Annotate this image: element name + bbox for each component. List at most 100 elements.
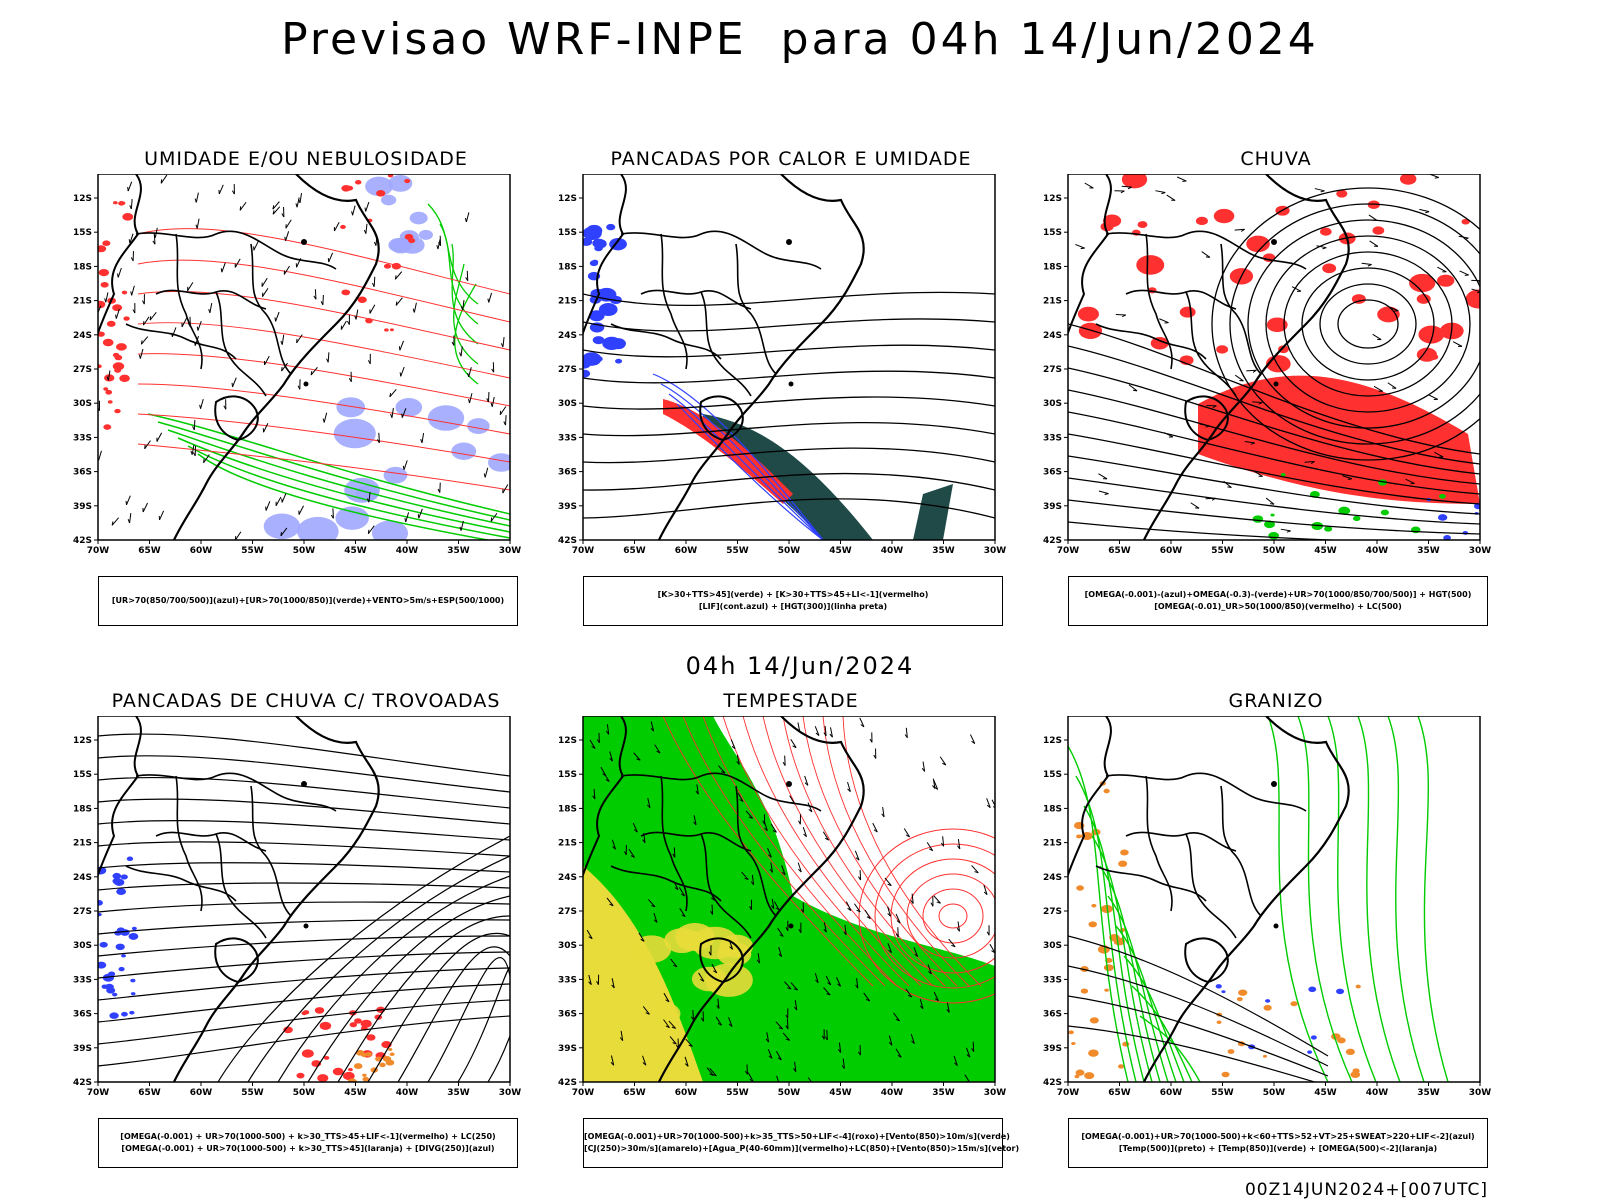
- country-border: [125, 323, 237, 360]
- field-patch: [112, 992, 118, 997]
- wind-vector-head: [402, 465, 405, 470]
- wind-vector-head: [284, 236, 287, 241]
- wind-vector-head: [132, 309, 136, 314]
- field-patch: [122, 213, 134, 221]
- legend-line: [OMEGA(-0.001)-(azul)+OMEGA(-0.3)-(verde…: [1084, 590, 1472, 599]
- wind-vector: [285, 231, 290, 241]
- y-tick-label: 15S: [1043, 770, 1062, 780]
- wind-vector: [469, 393, 473, 404]
- field-patch: [1246, 235, 1270, 253]
- wind-vector-head: [500, 343, 504, 348]
- y-tick-label: 15S: [558, 228, 577, 238]
- contour-line: [1357, 716, 1401, 1082]
- wind-vector-head: [367, 529, 370, 534]
- field-patch: [1355, 984, 1361, 989]
- wind-vector-head: [117, 273, 119, 278]
- country-border: [735, 243, 777, 375]
- wind-vector-head: [642, 839, 646, 844]
- wind-vector: [895, 1048, 902, 1058]
- contour-line: [98, 776, 510, 809]
- wind-vector-head: [656, 750, 661, 754]
- x-tick-label: 65W: [138, 1088, 161, 1098]
- wind-vector: [953, 1055, 958, 1066]
- legend-line: [Temp(500)](preto) + [Temp(850)](verde) …: [1118, 1144, 1438, 1153]
- wind-vector-head: [130, 291, 133, 296]
- wind-vector-head: [1250, 442, 1255, 445]
- wind-vector: [194, 336, 199, 346]
- contour-line: [1083, 805, 1145, 1082]
- field-patch: [1238, 989, 1248, 996]
- wind-vector-head: [399, 372, 402, 377]
- field-patch: [610, 338, 626, 350]
- field-patch: [648, 1002, 681, 1025]
- wind-vector-head: [681, 914, 686, 918]
- x-tick-label: 60W: [190, 546, 213, 556]
- field-patch: [103, 387, 109, 391]
- y-tick-label: 30S: [73, 399, 92, 409]
- wind-vector-head: [815, 732, 820, 736]
- contour-line: [307, 895, 510, 1082]
- wind-vector: [187, 282, 194, 292]
- panel-legend: [OMEGA(-0.001)-(azul)+OMEGA(-0.3)-(verde…: [1068, 576, 1488, 626]
- wind-vector: [895, 913, 901, 924]
- wind-vector: [835, 977, 842, 987]
- field-patch: [691, 926, 739, 960]
- wind-vector-head: [483, 473, 486, 478]
- contour-line: [782, 716, 946, 987]
- wind-vector-head: [781, 871, 786, 876]
- wind-vector-head: [721, 771, 726, 774]
- wind-vector: [275, 496, 282, 506]
- wind-vector: [611, 839, 617, 850]
- wind-vector: [588, 974, 592, 985]
- x-tick-label: 30W: [499, 1088, 522, 1098]
- contour-line: [822, 716, 970, 987]
- wind-vector-head: [911, 1040, 915, 1044]
- wind-vector: [1252, 401, 1263, 404]
- y-tick-label: 21S: [1043, 839, 1062, 849]
- wind-vector: [823, 922, 827, 933]
- x-tick-label: 30W: [1469, 546, 1492, 556]
- wind-vector-head: [827, 982, 832, 986]
- wind-vector-head: [592, 795, 596, 800]
- wind-vector-head: [716, 1005, 720, 1009]
- contour-line: [367, 933, 510, 1082]
- field-patch: [366, 1034, 376, 1041]
- field-patch: [109, 1012, 119, 1019]
- wind-vector-head: [672, 1042, 677, 1045]
- wind-vector-head: [778, 1027, 783, 1030]
- wind-vector: [1205, 497, 1216, 500]
- y-tick-label: 30S: [1043, 399, 1062, 409]
- wind-vector-head: [736, 761, 740, 765]
- x-tick-label: 55W: [241, 1088, 264, 1098]
- wind-vector-head: [934, 998, 939, 1002]
- wind-vector: [413, 302, 417, 313]
- y-tick-label: 15S: [558, 770, 577, 780]
- legend-line: [K>30+TTS>45](verde) + [K>30+TTS>45+LI<-…: [657, 590, 929, 599]
- wind-vector: [698, 972, 705, 982]
- contour-line: [98, 983, 510, 1023]
- wind-vector-head: [804, 782, 809, 786]
- wind-vector: [767, 1048, 773, 1059]
- panel-title: GRANIZO: [1228, 690, 1324, 712]
- wind-vector: [378, 432, 380, 443]
- field-patch: [301, 1049, 314, 1058]
- wind-vector: [1437, 266, 1447, 273]
- field-patch: [130, 978, 136, 983]
- wind-vector-head: [642, 1062, 647, 1066]
- wind-vector-head: [1252, 369, 1257, 373]
- field-patch: [1221, 990, 1226, 994]
- y-tick-label: 30S: [1043, 941, 1062, 951]
- wind-vector-head: [231, 190, 235, 195]
- wind-vector-head: [612, 846, 616, 850]
- wind-vector-head: [320, 301, 324, 306]
- wind-vector-head: [798, 820, 801, 825]
- field-patch: [1078, 322, 1103, 340]
- field-patch: [383, 263, 391, 269]
- x-tick-label: 65W: [1108, 1088, 1131, 1098]
- wind-vector: [786, 1018, 789, 1029]
- y-tick-label: 33S: [1043, 433, 1062, 443]
- x-tick-label: 50W: [778, 546, 801, 556]
- wind-vector: [462, 300, 465, 311]
- y-tick-label: 39S: [558, 1044, 577, 1054]
- wind-vector-head: [896, 920, 901, 924]
